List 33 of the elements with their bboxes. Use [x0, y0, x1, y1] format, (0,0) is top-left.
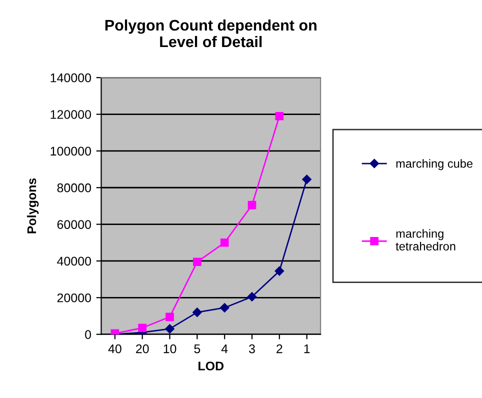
- point: [248, 200, 256, 210]
- chart-title: Polygon Count dependent on Level of Detail: [105, 19, 316, 48]
- point: [166, 312, 174, 322]
- x-tick-label: 10: [164, 344, 176, 354]
- point: [138, 324, 147, 332]
- point: [274, 266, 284, 276]
- point: [165, 324, 174, 334]
- y-tick-label: 40000: [57, 256, 92, 266]
- y-tick-label: 100000: [50, 146, 92, 156]
- x-tick-label: 3: [248, 344, 255, 354]
- x-tick-label: 20: [136, 344, 149, 354]
- legend-label: marching cube: [396, 159, 472, 170]
- y-tick-label: 140000: [50, 73, 92, 82]
- y-tick-label: 80000: [57, 183, 92, 192]
- point: [220, 303, 230, 312]
- y-axis-title: Polygons: [26, 178, 39, 234]
- point: [220, 238, 229, 247]
- point: [302, 174, 312, 184]
- y-tick-label: 20000: [57, 293, 92, 302]
- x-axis-title: LOD: [198, 362, 224, 370]
- y-tick-label: 60000: [57, 220, 92, 229]
- legend-label: marching tetrahedron: [396, 229, 456, 251]
- point: [192, 308, 202, 317]
- x-tick-label: 4: [221, 344, 228, 354]
- x-tick-label: 5: [194, 344, 200, 354]
- point: [247, 292, 257, 302]
- y-tick-label: 120000: [50, 110, 92, 119]
- x-tick-label: 1: [304, 344, 310, 354]
- point: [275, 112, 284, 120]
- x-tick-label: 2: [276, 344, 282, 354]
- point: [193, 258, 202, 266]
- x-tick-label: 40: [108, 344, 122, 354]
- y-tick-label: 0: [85, 330, 92, 339]
